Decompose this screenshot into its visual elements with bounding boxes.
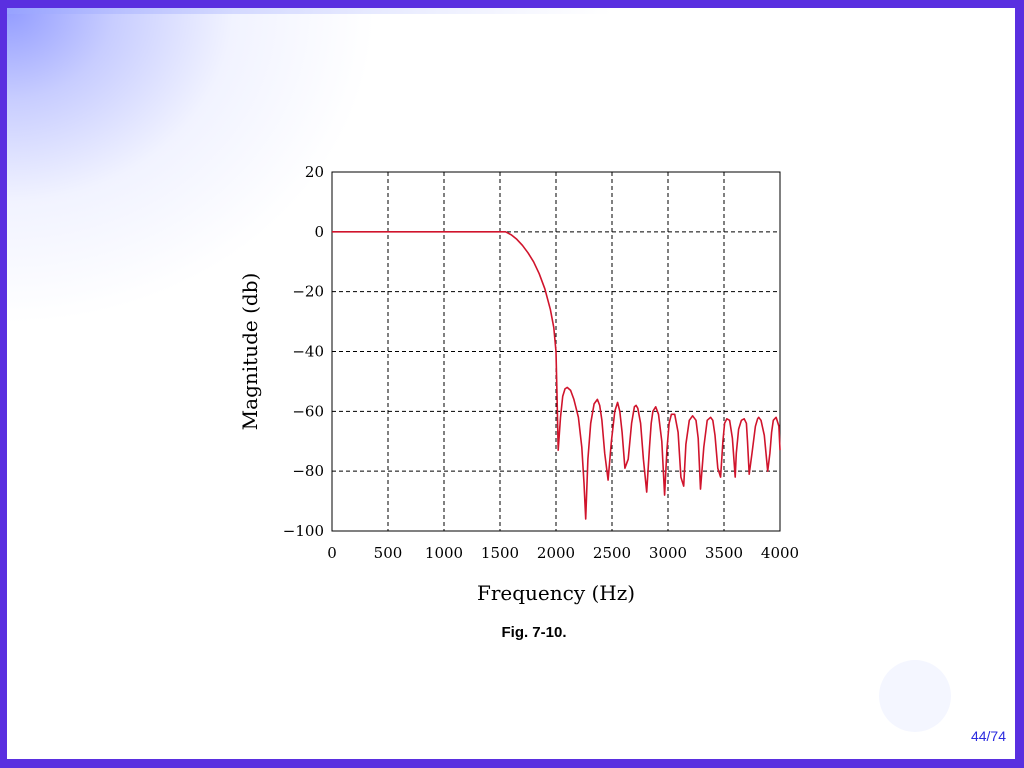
corner-glow-decoration <box>7 8 427 368</box>
navigation-circle-decoration <box>879 660 951 732</box>
y-tick-label: −80 <box>292 462 324 480</box>
figure-caption: Fig. 7-10. <box>501 624 567 641</box>
magnitude-curve <box>332 231 781 520</box>
y-tick-label: −40 <box>292 343 324 361</box>
x-tick-label: 3500 <box>705 544 743 562</box>
y-axis-label: Magnitude (db) <box>238 273 262 431</box>
y-tick-label: 0 <box>314 223 324 241</box>
plot-frame <box>331 171 781 532</box>
x-tick-label: 1500 <box>481 544 519 562</box>
x-tick-label: 3000 <box>649 544 687 562</box>
x-tick-label: 500 <box>374 544 403 562</box>
page-number: 44/74 <box>970 728 1006 744</box>
slide <box>7 8 1015 759</box>
top-band-decoration <box>7 8 1015 14</box>
chart-ticks: 0 500 1000 1500 2000 2500 3000 3500 4000 20 0 −20 −4… <box>283 163 799 562</box>
x-tick-label: 2500 <box>593 544 631 562</box>
y-tick-label: −60 <box>292 402 324 420</box>
x-tick-label: 2000 <box>537 544 575 562</box>
y-tick-label: −20 <box>292 283 324 301</box>
y-tick-label: −100 <box>283 522 324 540</box>
x-tick-label: 4000 <box>761 544 799 562</box>
x-tick-label: 0 <box>327 544 337 562</box>
x-tick-label: 1000 <box>425 544 463 562</box>
y-tick-label: 20 <box>305 163 324 181</box>
x-axis-label: Frequency (Hz) <box>477 581 635 605</box>
